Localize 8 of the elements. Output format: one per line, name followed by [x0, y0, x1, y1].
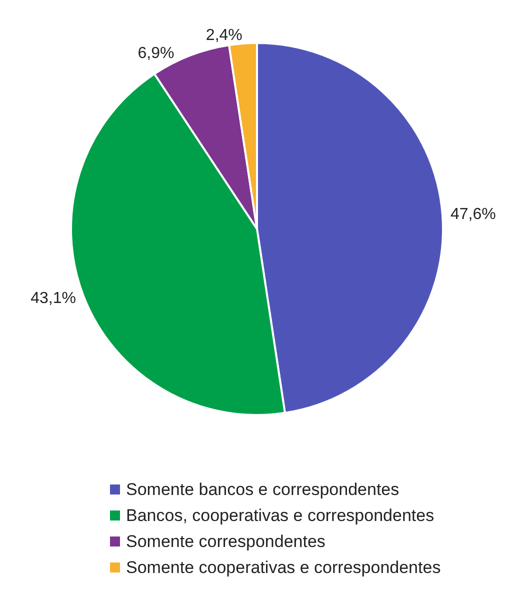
legend-label: Somente bancos e correspondentes — [126, 480, 400, 499]
data-label: 6,9% — [138, 45, 174, 62]
data-label: 2,4% — [206, 27, 242, 44]
legend-label: Bancos, cooperativas e correspondentes — [126, 506, 434, 525]
legend-label: Somente correspondentes — [126, 532, 326, 551]
legend-label: Somente cooperativas e correspondentes — [126, 558, 441, 577]
data-label: 43,1% — [30, 290, 76, 308]
data-label: 47,6% — [450, 206, 496, 223]
